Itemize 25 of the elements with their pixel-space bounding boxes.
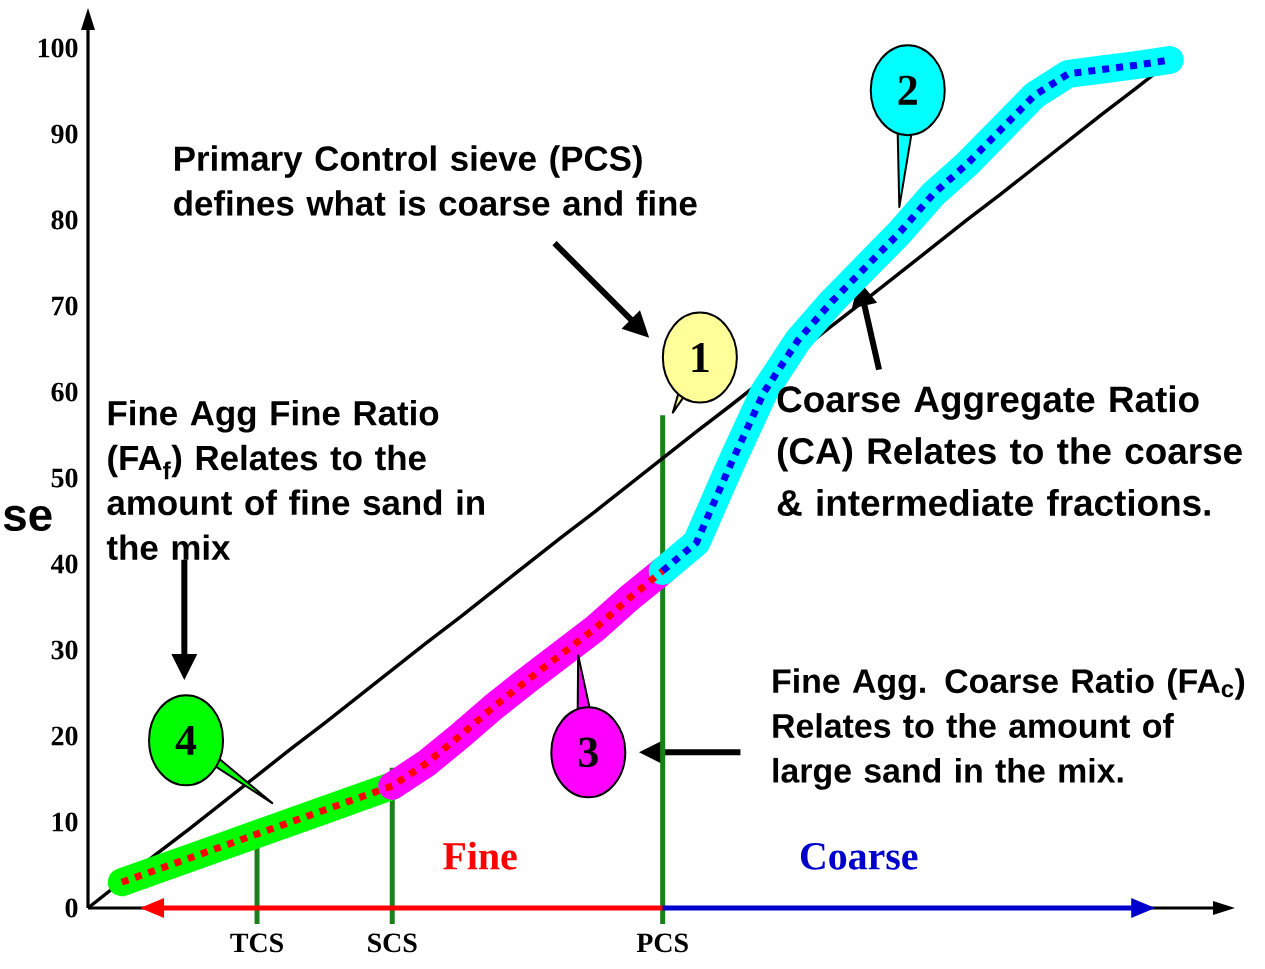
y-axis-title: se	[3, 505, 52, 531]
annotation: 2	[898, 75, 917, 105]
annotation: Primary Control sieve (PCS) defines what is coarse and fine	[174, 145, 697, 216]
y-tick-label: 30	[51, 640, 78, 660]
y-tick-label: 60	[51, 382, 78, 402]
y-tick-label: 50	[51, 468, 78, 488]
x-tick-label: PCS	[636, 933, 688, 953]
annotation: 3	[578, 737, 598, 768]
x-tick-label: TCS	[230, 933, 283, 953]
y-tick-label: 90	[51, 124, 78, 144]
annotation: Fine	[443, 841, 517, 870]
annotation: Coarse Aggregate Ratio (CA) Relates to the coarse & intermediate fractions.	[777, 385, 1242, 516]
y-tick-label: 10	[52, 812, 78, 832]
y-tick-label: 80	[51, 210, 78, 230]
annotation: Fine Agg Fine Ratio (FA$_{f}$) Relates to the amount of fine sand in the mix	[106, 399, 484, 561]
y-tick-label: 40	[50, 554, 78, 574]
text: Fine Agg. Coarse Ratio (FA$_{c}$) Relates to the amount of large sand in the mix.	[773, 668, 1245, 790]
y-tick-label: 20	[51, 726, 78, 746]
y-tick-label: 0	[65, 898, 78, 918]
annotation: Coarse	[800, 842, 918, 870]
x-tick-label: SCS	[368, 933, 417, 953]
y-tick-label: 100	[38, 38, 78, 58]
annotation: 4	[175, 725, 197, 755]
annotation: 1	[692, 343, 709, 373]
y-tick-label: 70	[52, 296, 78, 316]
